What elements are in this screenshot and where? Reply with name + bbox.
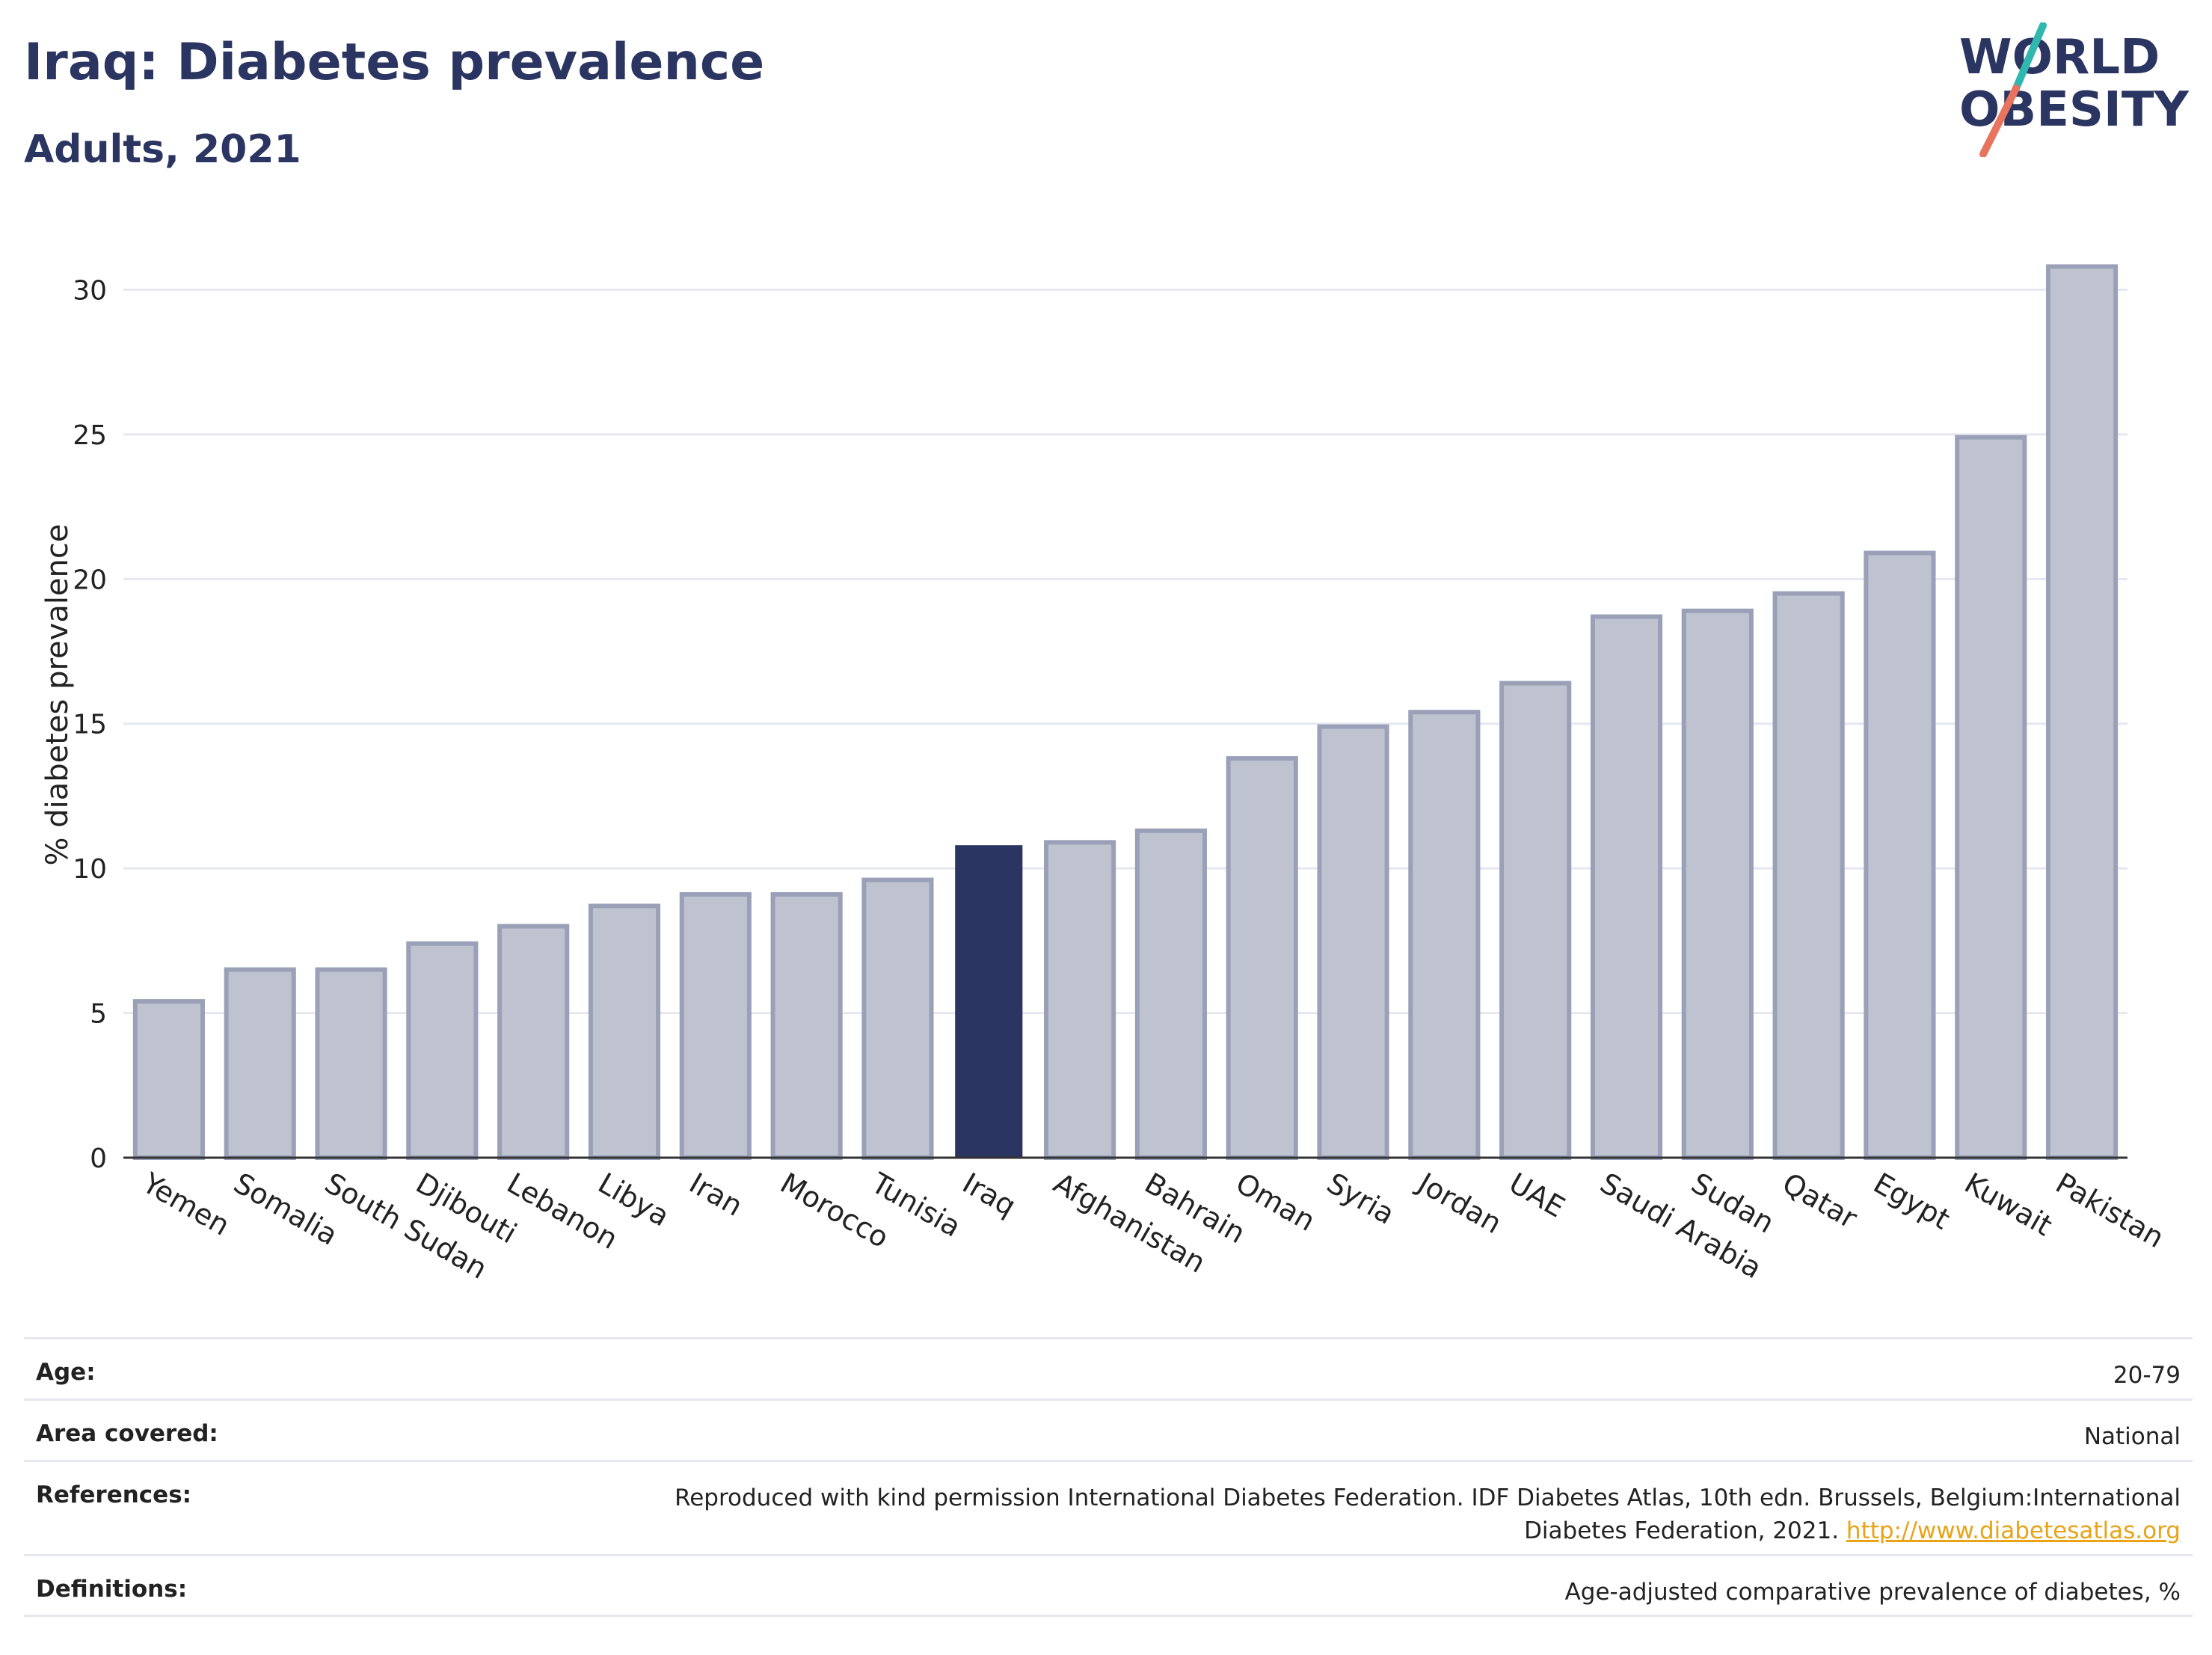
- bar-jordan: [1408, 710, 1481, 1160]
- x-tick-label: Egypt: [1868, 1167, 1956, 1236]
- bar-bahrain: [1134, 828, 1207, 1161]
- x-tick-label: Jordan: [1411, 1166, 1507, 1241]
- x-tick-label: Kuwait: [1959, 1167, 2058, 1243]
- bar-lebanon: [497, 924, 570, 1160]
- x-tick-label: Afghanistan: [1048, 1167, 1211, 1280]
- bar-pakistan: [2046, 264, 2119, 1160]
- bar-somalia: [224, 967, 296, 1160]
- bar-oman: [1226, 756, 1298, 1160]
- y-axis-label: % diabetes prevalence: [40, 523, 75, 865]
- bar-morocco: [770, 891, 843, 1160]
- area-value: National: [2083, 1423, 2181, 1450]
- y-tick-label: 30: [73, 275, 107, 306]
- page-subtitle: Adults, 2021: [24, 127, 301, 172]
- x-tick-label: Somalia: [228, 1167, 343, 1252]
- references-value: Reproduced with kind permission Internat…: [648, 1481, 2181, 1547]
- y-tick-label: 20: [73, 565, 107, 595]
- y-tick-label: 10: [73, 854, 107, 885]
- bar-iraq: [955, 845, 1023, 1158]
- definitions-value: Age-adjusted comparative prevalence of d…: [1564, 1579, 2181, 1606]
- bar-south-sudan: [315, 967, 387, 1160]
- age-label: Age:: [36, 1359, 96, 1386]
- bar-libya: [588, 903, 661, 1160]
- bar-afghanistan: [1044, 840, 1116, 1161]
- diabetes-atlas-link[interactable]: http://www.diabetesatlas.org: [1846, 1517, 2181, 1544]
- bar-sudan: [1681, 608, 1754, 1160]
- logo-slash-coral: [1979, 85, 2020, 157]
- x-tick-label: Yemen: [137, 1166, 236, 1242]
- bar-saudi-arabia: [1590, 614, 1663, 1160]
- bar-qatar: [1772, 591, 1845, 1160]
- age-value: 20-79: [2113, 1362, 2181, 1389]
- row-definitions: Definitions: Age-adjusted comparative pr…: [24, 1554, 2193, 1617]
- x-tick-label: Iran: [683, 1167, 748, 1223]
- y-tick-label: 15: [73, 710, 107, 740]
- row-references: References: Reproduced with kind permiss…: [24, 1460, 2193, 1554]
- x-tick-label: UAE: [1504, 1167, 1570, 1224]
- bar-tunisia: [861, 877, 934, 1160]
- bar-yemen: [132, 999, 205, 1161]
- world-obesity-logo: WORLD OBESITY: [1959, 22, 2189, 157]
- definitions-label: Definitions:: [36, 1576, 188, 1603]
- y-tick-label: 0: [90, 1143, 107, 1174]
- y-tick-label: 5: [90, 999, 107, 1030]
- bar-djibouti: [406, 941, 479, 1161]
- row-age: Age: 20-79: [24, 1337, 2193, 1398]
- x-tick-label: Pakistan: [2050, 1167, 2170, 1255]
- bars: [132, 264, 2119, 1161]
- bar-syria: [1317, 724, 1389, 1160]
- references-label: References:: [36, 1481, 192, 1508]
- x-tick-label: Iraq: [957, 1167, 1021, 1223]
- bar-kuwait: [1955, 435, 2027, 1160]
- bar-egypt: [1864, 550, 1936, 1160]
- y-tick-label: 25: [73, 420, 107, 451]
- bar-iran: [679, 891, 752, 1160]
- logo-slash-teal: [2012, 22, 2047, 92]
- row-area: Area covered: National: [24, 1398, 2193, 1460]
- page-title: Iraq: Diabetes prevalence: [24, 33, 765, 92]
- metadata-table: Age: 20-79 Area covered: National Refere…: [24, 1337, 2193, 1617]
- bar-uae: [1499, 681, 1572, 1160]
- references-text: Reproduced with kind permission Internat…: [675, 1484, 2181, 1544]
- x-tick-label: Qatar: [1777, 1167, 1863, 1235]
- y-axis-ticks: 0 5 10 15 20 25 30: [73, 275, 107, 1174]
- logo-text-world: WORLD: [1959, 30, 2160, 85]
- area-label: Area covered:: [36, 1420, 218, 1447]
- x-tick-label: Syria: [1321, 1167, 1400, 1231]
